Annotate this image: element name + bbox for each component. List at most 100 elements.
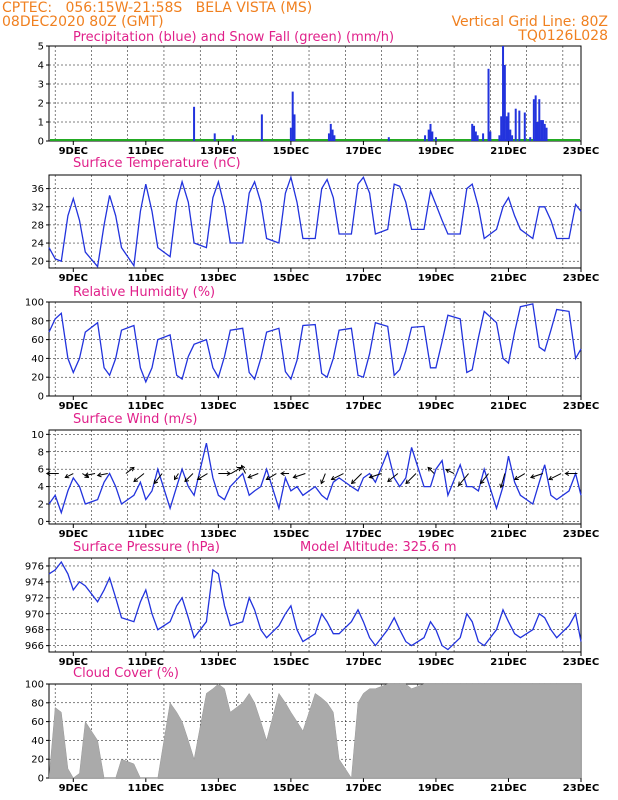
wind-vector-head	[479, 479, 485, 485]
wind-ytick-label: 4	[38, 482, 44, 493]
pres-annotation: Model Altitude: 325.6 m	[300, 540, 457, 555]
precip-bar	[500, 116, 503, 141]
header-date: 08DEC2020 80Z (GMT)	[2, 14, 164, 30]
precip-bar	[543, 123, 546, 141]
cloud-xtick-label: 17DEC	[345, 783, 381, 794]
rh-title: Relative Humidity (%)	[73, 285, 215, 300]
cloud-ytick-label: 40	[31, 736, 44, 747]
temp-xtick-label: 11DEC	[128, 273, 164, 284]
wind-vector-head	[226, 471, 232, 477]
precip-xtick-label: 19DEC	[418, 146, 454, 157]
precip-bar	[502, 46, 505, 141]
pres-xtick-label: 21DEC	[490, 657, 526, 668]
header-grid-line: Vertical Grid Line: 80Z	[451, 14, 608, 30]
cloud-xtick-label: 9DEC	[59, 783, 88, 794]
precip-bar	[427, 129, 430, 141]
precip-bar	[387, 137, 390, 141]
wind-vector-head	[405, 479, 411, 485]
precip-bar	[487, 68, 490, 141]
precip-bar	[327, 133, 330, 141]
precip-bar	[545, 127, 548, 141]
precip-bar	[431, 131, 434, 141]
cloud-xtick-label: 11DEC	[128, 783, 164, 794]
temp-ytick-label: 20	[31, 257, 44, 268]
cloud-ytick-label: 80	[31, 698, 44, 709]
wind-vector	[174, 473, 179, 480]
pres-xtick-label: 15DEC	[273, 657, 309, 668]
wind-vector-head	[45, 471, 51, 477]
temp-xtick-label: 13DEC	[200, 273, 236, 284]
precip-bar	[293, 114, 296, 141]
rh-xtick-label: 11DEC	[128, 401, 164, 412]
temp-ytick-label: 32	[31, 202, 44, 213]
precip-ytick-label: 3	[38, 80, 44, 91]
wind-vector-head	[368, 474, 374, 479]
wind-vector	[445, 469, 455, 474]
wind-vector-head	[564, 471, 570, 477]
wind-vector-head	[240, 464, 246, 470]
precip-bar	[291, 91, 294, 141]
rh-ytick-label: 60	[31, 335, 44, 346]
wind-vector-head	[445, 468, 451, 474]
wind-vector-head	[548, 475, 554, 481]
precip-bar	[471, 123, 474, 141]
precip-bar	[532, 99, 535, 141]
precip-bar	[503, 65, 506, 141]
precip-bar	[193, 106, 196, 141]
wind-line	[48, 442, 582, 515]
pres-frame	[48, 557, 582, 653]
pres-xtick-label: 23DEC	[563, 657, 599, 668]
precip-ytick-label: 4	[38, 61, 44, 72]
wind-vector	[530, 473, 544, 478]
precip-bar	[474, 131, 477, 141]
precip-bar	[333, 135, 336, 141]
cloud-xtick-label: 23DEC	[563, 783, 599, 794]
wind-ytick-label: 2	[38, 499, 44, 510]
pres-ytick-label: 976	[25, 561, 44, 572]
wind-vector	[458, 473, 469, 486]
temp-xtick-label: 23DEC	[563, 273, 599, 284]
header-model: TQ0126L028	[518, 28, 608, 44]
precip-bar	[540, 120, 543, 141]
wind-vector-head	[153, 479, 159, 485]
precip-bar	[424, 135, 427, 141]
wind-vector-head	[247, 473, 253, 479]
wind-ytick-label: 0	[38, 517, 44, 528]
wind-ytick-label: 10	[31, 430, 44, 441]
wind-vector	[133, 473, 145, 482]
wind-vector-head	[292, 474, 298, 479]
cloud-ytick-label: 100	[25, 680, 44, 691]
precip-bar	[507, 112, 510, 141]
wind-ytick-label: 8	[38, 447, 44, 458]
precip-bar	[476, 135, 479, 141]
wind-vector	[351, 473, 362, 484]
precip-title: Precipitation (blue) and Snow Fall (gree…	[73, 30, 394, 45]
precip-bar	[473, 125, 476, 141]
wind-vector	[197, 473, 208, 480]
precip-xtick-label: 13DEC	[200, 146, 236, 157]
wind-vector	[369, 473, 382, 478]
precip-bar	[534, 95, 537, 141]
wind-xtick-label: 11DEC	[128, 529, 164, 540]
wind-vector	[500, 473, 506, 488]
cloud-xtick-label: 21DEC	[490, 783, 526, 794]
pres-xtick-label: 17DEC	[345, 657, 381, 668]
wind-xtick-label: 21DEC	[490, 529, 526, 540]
wind-title: Surface Wind (m/s)	[73, 412, 197, 427]
rh-xtick-label: 13DEC	[200, 401, 236, 412]
pres-ytick-label: 968	[25, 625, 44, 636]
pres-xtick-label: 9DEC	[59, 657, 88, 668]
precip-bar	[536, 122, 539, 141]
precip-xtick-label: 15DEC	[273, 146, 309, 157]
precip-bar	[498, 135, 501, 141]
wind-vector-head	[427, 466, 433, 472]
pres-ytick-label: 970	[25, 609, 44, 620]
wind-vector-head	[320, 479, 325, 485]
wind-vector	[387, 473, 399, 482]
wind-ytick-label: 6	[38, 465, 44, 476]
wind-vector-head	[499, 483, 505, 489]
precip-ytick-label: 5	[38, 42, 44, 53]
wind-vector-head	[387, 477, 392, 483]
header-location: CPTEC: 056:15W-21:58S BELA VISTA (MS)	[2, 0, 313, 16]
